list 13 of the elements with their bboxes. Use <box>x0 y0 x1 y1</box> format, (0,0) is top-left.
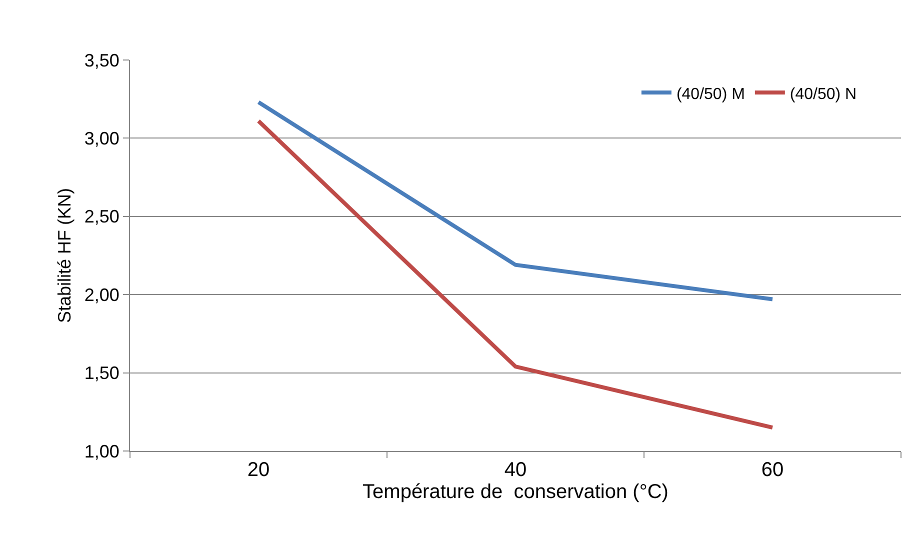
y-tick-label: 2,00 <box>84 284 120 305</box>
x-tick-label: 60 <box>761 459 784 481</box>
y-tick-label: 3,50 <box>84 50 120 70</box>
y-tick-label: 1,50 <box>84 363 120 384</box>
legend-label: (40/50) N <box>790 86 857 103</box>
y-tick-label: 1,00 <box>84 441 120 462</box>
x-tick-label: 20 <box>247 459 270 481</box>
x-axis-title: Température de conservation (°C) <box>362 481 668 503</box>
y-axis-title: Stabilité HF (KN) <box>54 188 75 324</box>
y-tick-label: 2,50 <box>84 206 120 227</box>
legend-label: (40/50) M <box>676 86 745 103</box>
y-tick-label: 3,00 <box>84 128 120 148</box>
x-tick-label: 40 <box>504 459 527 481</box>
